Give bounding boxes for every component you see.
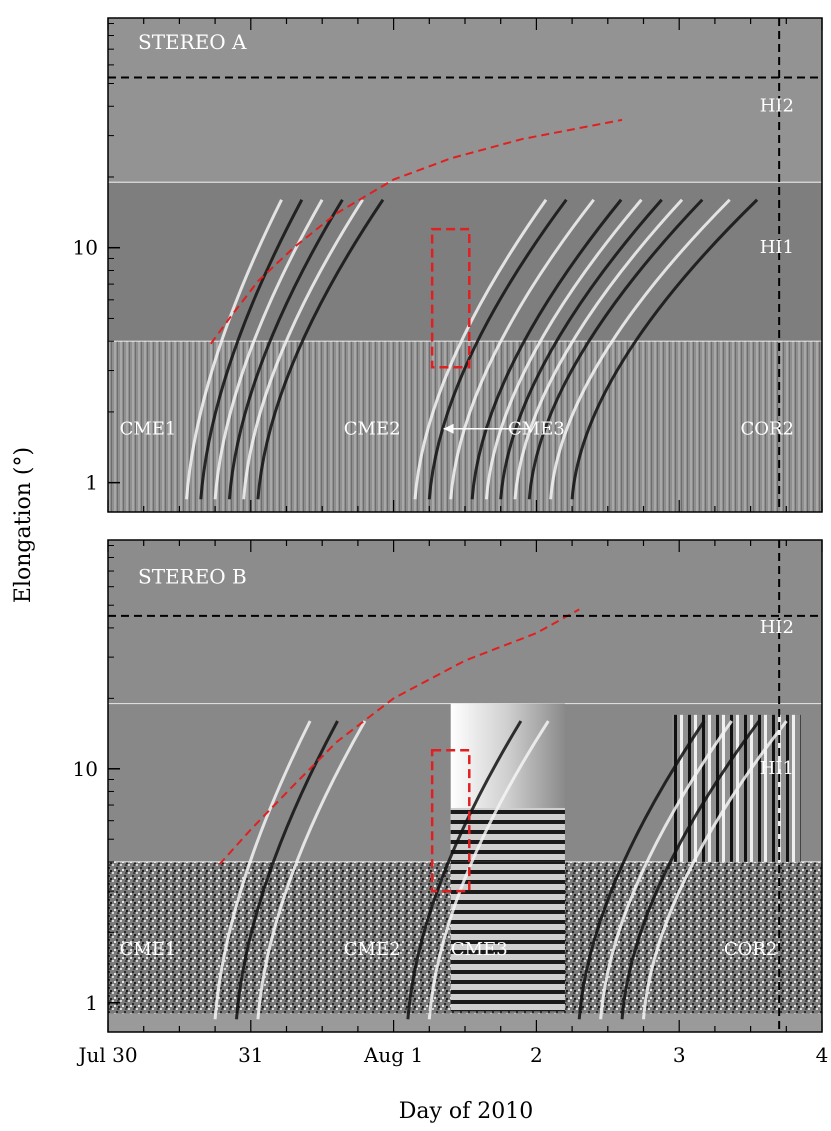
y-axis-label: Elongation (°) (11, 447, 36, 603)
cme-track (242, 198, 364, 500)
cme-label: COR2 (724, 939, 778, 960)
cme-track (527, 198, 704, 500)
y-tick-label: 1 (85, 471, 98, 495)
cme-track (570, 198, 759, 500)
cme-label: CME3 (508, 419, 565, 440)
instrument-label-cor2: COR2 (740, 419, 794, 440)
cme-track (599, 720, 733, 1020)
cme-label: CME3 (451, 939, 508, 960)
stereo-a-panel: STEREO A HI2 HI1 COR2 CME1 CME2 CME3 1 10 (73, 17, 823, 513)
band-hi2 (108, 540, 822, 704)
cme-track (406, 720, 523, 1020)
cme-track (577, 720, 706, 1020)
cme-track (227, 198, 344, 500)
cme-track (470, 198, 623, 500)
cme-track (620, 720, 761, 1020)
band-hi2 (108, 18, 822, 183)
shared-axes: Jul 30 31 Aug 1 2 3 4 (76, 1043, 828, 1067)
highlight-box (430, 748, 471, 893)
cme-track (213, 720, 312, 1020)
stereo-b-panel: STEREO B HI2 HI1 CME1 CME2 CME3 COR2 1 10 (73, 539, 823, 1033)
x-axis-label: Day of 2010 (399, 1099, 534, 1124)
fit-curve (218, 608, 580, 866)
x-tick-label: Jul 30 (76, 1043, 137, 1067)
cme-track (256, 198, 385, 500)
cme-track (484, 198, 643, 500)
cme-arrow-head (443, 423, 454, 434)
cme-track (642, 720, 788, 1020)
cme-track (549, 198, 731, 500)
cme-label: CME2 (344, 419, 401, 440)
highlight-box (430, 227, 471, 369)
instrument-label-hi2: HI2 (760, 617, 794, 638)
instrument-label-hi2: HI2 (760, 95, 794, 116)
cme-track (199, 199, 304, 500)
y-tick-label: 10 (73, 236, 98, 260)
fit-curve (210, 118, 623, 345)
instrument-label-hi1: HI1 (760, 758, 794, 779)
cme-label: CME2 (344, 939, 401, 960)
cme-track (427, 720, 550, 1020)
panel-title: STEREO B (138, 564, 247, 588)
cme-track (449, 198, 595, 500)
cor2-gap-block (450, 861, 565, 1012)
x-tick-label: 3 (673, 1043, 686, 1067)
x-tick-label: Aug 1 (363, 1043, 423, 1067)
band-hi1 (108, 182, 822, 342)
cme-label: CME1 (120, 419, 177, 440)
instrument-label-hi1: HI1 (760, 237, 794, 258)
x-tick-label: 31 (238, 1043, 263, 1067)
x-tick-label: 2 (530, 1043, 543, 1067)
panel-title: STEREO A (138, 30, 247, 54)
cme-track (513, 198, 684, 500)
y-tick-label: 10 (73, 757, 98, 781)
cme-track (185, 199, 283, 500)
cme-track (499, 198, 663, 500)
x-tick-label: 4 (816, 1043, 829, 1067)
cme-track (413, 198, 548, 500)
y-tick-label: 1 (85, 991, 98, 1015)
cme-label: CME1 (120, 939, 177, 960)
cme-track (235, 720, 339, 1020)
cme-track (256, 720, 367, 1020)
